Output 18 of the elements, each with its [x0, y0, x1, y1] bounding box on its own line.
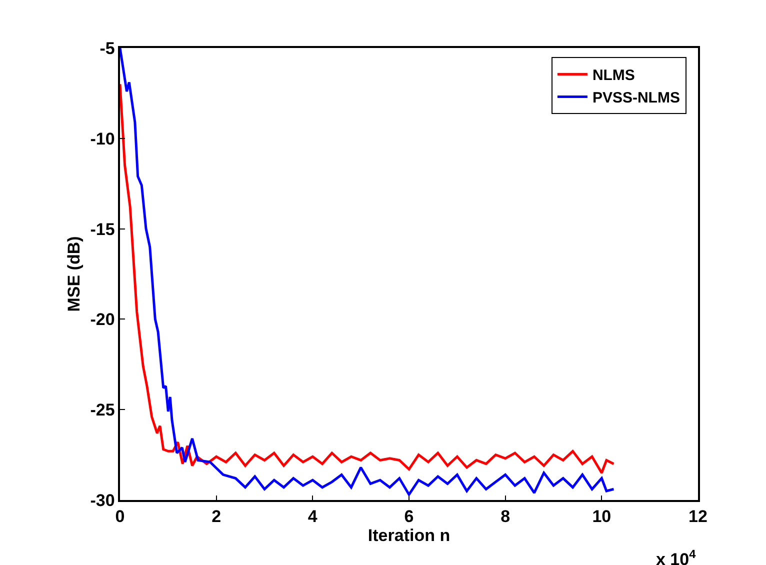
x-tick-label: 12 — [688, 507, 708, 526]
x-tick-label: 10 — [592, 507, 612, 526]
y-tick-label: -30 — [90, 490, 115, 510]
y-tick-label: -5 — [100, 38, 115, 58]
y-tick-label: -15 — [90, 220, 115, 239]
y-tick-label: -25 — [90, 400, 115, 420]
x-tick-label: 2 — [212, 507, 222, 526]
x-tick-label: 0 — [115, 507, 125, 526]
y-tick-label: -10 — [90, 129, 115, 148]
x-tick-label: 8 — [500, 507, 510, 526]
x-tick-label: 6 — [404, 507, 414, 526]
x-tick-label: 4 — [308, 507, 318, 526]
text: x 10$^{4}$ — [656, 547, 696, 565]
y-axis-title: MSE (dB) — [64, 236, 84, 312]
legend-label: PVSS-NLMS — [592, 90, 680, 107]
y-tick-label: -20 — [90, 310, 115, 330]
legend-label: NLMS — [592, 67, 635, 84]
x-axis-title: Iteration n — [368, 526, 450, 546]
